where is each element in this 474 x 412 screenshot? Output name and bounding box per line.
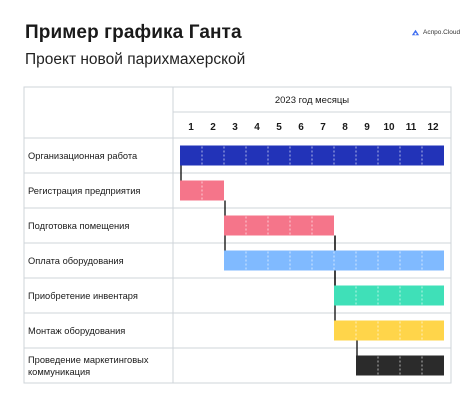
month-label: 4 bbox=[254, 122, 260, 133]
month-label: 8 bbox=[342, 122, 348, 133]
task-bar bbox=[334, 285, 444, 306]
table-frame bbox=[23, 86, 452, 384]
month-label: 11 bbox=[406, 122, 417, 133]
chart-title: Пример графика Ганта bbox=[25, 22, 242, 43]
task-label: Организационная работа bbox=[28, 151, 138, 161]
logo-text: Аспро.Cloud bbox=[423, 29, 461, 36]
task-label: Подготовка помещения bbox=[28, 221, 129, 231]
timeline-header-label: 2023 год месяцы bbox=[275, 95, 349, 106]
dependency-connector bbox=[334, 235, 340, 332]
chart-subtitle: Проект новой парихмахерской bbox=[25, 51, 246, 68]
month-label: 10 bbox=[383, 122, 395, 133]
task-bar bbox=[224, 215, 334, 236]
task-label: коммуникация bbox=[28, 367, 90, 377]
month-label: 1 bbox=[188, 122, 194, 133]
task-label: Проведение маркетинговых bbox=[28, 355, 149, 365]
task-label: Монтаж оборудования bbox=[28, 326, 125, 336]
month-label: 6 bbox=[298, 122, 304, 133]
logo-icon bbox=[411, 29, 420, 36]
month-label: 12 bbox=[427, 122, 439, 133]
task-label: Приобретение инвентаря bbox=[28, 291, 138, 301]
month-label: 9 bbox=[364, 122, 370, 133]
task-bar bbox=[334, 320, 444, 341]
month-label: 2 bbox=[210, 122, 216, 133]
month-label: 7 bbox=[320, 122, 326, 133]
month-label: 3 bbox=[232, 122, 238, 133]
task-label: Оплата оборудования bbox=[28, 256, 124, 266]
brand-logo: Аспро.Cloud bbox=[411, 28, 460, 37]
month-label: 5 bbox=[276, 122, 282, 133]
task-label: Регистрация предприятия bbox=[28, 186, 140, 196]
